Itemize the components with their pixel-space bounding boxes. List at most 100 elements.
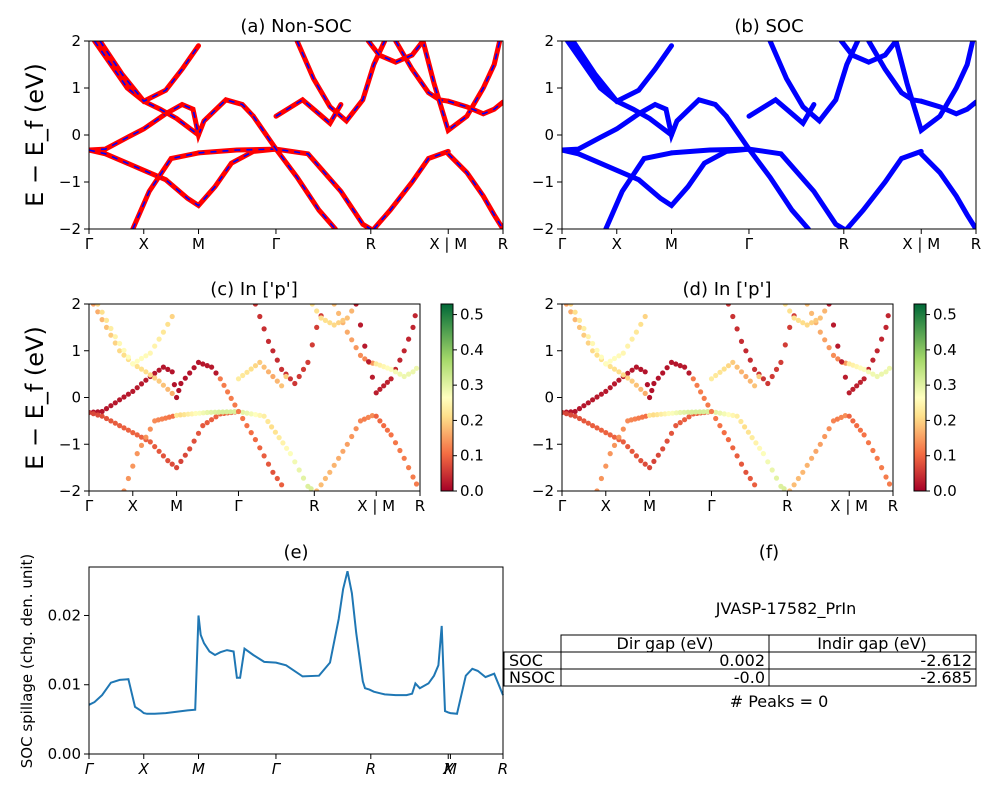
projection-point — [738, 369, 745, 375]
projection-point — [585, 334, 591, 340]
projection-point — [189, 411, 195, 417]
projection-point — [90, 411, 96, 417]
projection-point — [103, 406, 110, 412]
projection-point — [244, 423, 250, 429]
panel-a-xtick-label: X | M — [429, 235, 467, 253]
panel-d-ytick-label: 1 — [544, 342, 554, 360]
projection-point — [822, 308, 828, 314]
panel-d-xtick-label: X | M — [830, 497, 868, 515]
projection-point — [147, 439, 153, 445]
projection-point — [138, 442, 145, 448]
projection-point — [160, 329, 166, 335]
projection-point — [134, 432, 140, 438]
projection-point — [701, 409, 707, 415]
projection-point — [300, 475, 307, 481]
projection-point — [270, 348, 276, 354]
nonsoc-band-dash-5 — [198, 148, 372, 229]
nonsoc-band-4 — [130, 150, 201, 229]
panel-d-colorbar-label: 0.5 — [933, 306, 957, 324]
projection-point — [287, 376, 293, 382]
col-header-dir-gap: Dir gap (eV) — [617, 634, 714, 653]
projection-point — [850, 418, 856, 424]
projection-point — [174, 394, 180, 401]
soc-band-14 — [918, 98, 976, 117]
projection-point — [90, 304, 96, 307]
projection-point — [717, 423, 723, 429]
cell-soc-indir: -2.612 — [920, 651, 972, 670]
projection-point — [377, 418, 383, 424]
panel-b-plot: −2 −1 0 1 2 Γ X M Γ R X | M R — [532, 32, 981, 253]
projection-point — [651, 380, 657, 387]
projection-point — [240, 415, 246, 422]
projection-point — [638, 386, 644, 392]
projection-point — [734, 453, 740, 459]
projection-point — [734, 326, 740, 332]
projection-point — [318, 315, 324, 321]
projection-point — [598, 427, 605, 433]
projection-point — [344, 441, 350, 447]
projection-point — [686, 414, 692, 420]
projection-point — [705, 402, 711, 408]
projection-point — [112, 420, 118, 426]
projection-point — [314, 488, 320, 491]
projection-point — [381, 383, 387, 389]
panel-a-bands — [89, 41, 503, 229]
spillage-line — [88, 570, 504, 715]
soc-band-11 — [893, 41, 976, 135]
projection-point — [125, 427, 131, 433]
projection-point — [406, 336, 412, 342]
soc-band-9 — [844, 148, 924, 229]
projection-point — [174, 412, 180, 418]
projection-point — [388, 432, 394, 438]
projection-point — [800, 469, 806, 475]
projection-point — [677, 363, 683, 369]
projection-point — [633, 364, 640, 370]
projection-point — [590, 348, 596, 354]
projection-point — [611, 381, 618, 387]
projection-point — [377, 386, 383, 392]
projection-point — [690, 376, 696, 382]
projection-point — [392, 369, 399, 375]
projection-point — [625, 375, 631, 381]
projection-point — [191, 365, 197, 371]
nonsoc-band-0 — [89, 96, 256, 153]
projection-point — [721, 430, 727, 436]
panel-e: (e) SOC spillage (chg. den. unit) 0.00 0.… — [18, 542, 508, 778]
projection-point — [826, 426, 832, 432]
projection-point — [730, 313, 736, 320]
projection-point — [576, 317, 583, 323]
panel-c-xtick-label: R — [415, 497, 425, 515]
projection-point — [708, 376, 715, 382]
projection-point — [240, 372, 246, 379]
projection-point — [697, 409, 703, 415]
panel-d-frame — [561, 303, 894, 492]
projection-point — [165, 366, 171, 372]
panel-e-ytick-label: 0.00 — [48, 745, 81, 763]
projection-point — [412, 313, 418, 319]
projection-point — [594, 425, 600, 431]
projection-point — [568, 309, 574, 315]
panel-c-ytick-label: −1 — [59, 435, 81, 453]
projection-point — [590, 340, 596, 347]
projection-point — [134, 385, 140, 391]
projection-point — [176, 387, 182, 394]
projection-point — [647, 412, 653, 418]
panel-a-ytick-label: 2 — [71, 32, 81, 50]
projection-point — [95, 309, 101, 315]
projection-point — [195, 430, 202, 436]
projection-point — [253, 412, 259, 418]
projection-point — [130, 388, 136, 394]
projection-point — [743, 373, 749, 380]
projection-point — [760, 376, 767, 382]
projection-point — [252, 304, 258, 307]
projection-point — [854, 423, 860, 429]
projection-point — [879, 371, 885, 377]
projection-point — [644, 382, 651, 388]
projection-point — [861, 366, 867, 372]
projection-point — [331, 304, 337, 307]
projection-point — [95, 304, 101, 307]
projection-point — [108, 403, 114, 409]
projection-point — [642, 369, 648, 375]
projection-point — [846, 413, 852, 419]
panel-d-xtick-label: Γ — [707, 497, 716, 515]
